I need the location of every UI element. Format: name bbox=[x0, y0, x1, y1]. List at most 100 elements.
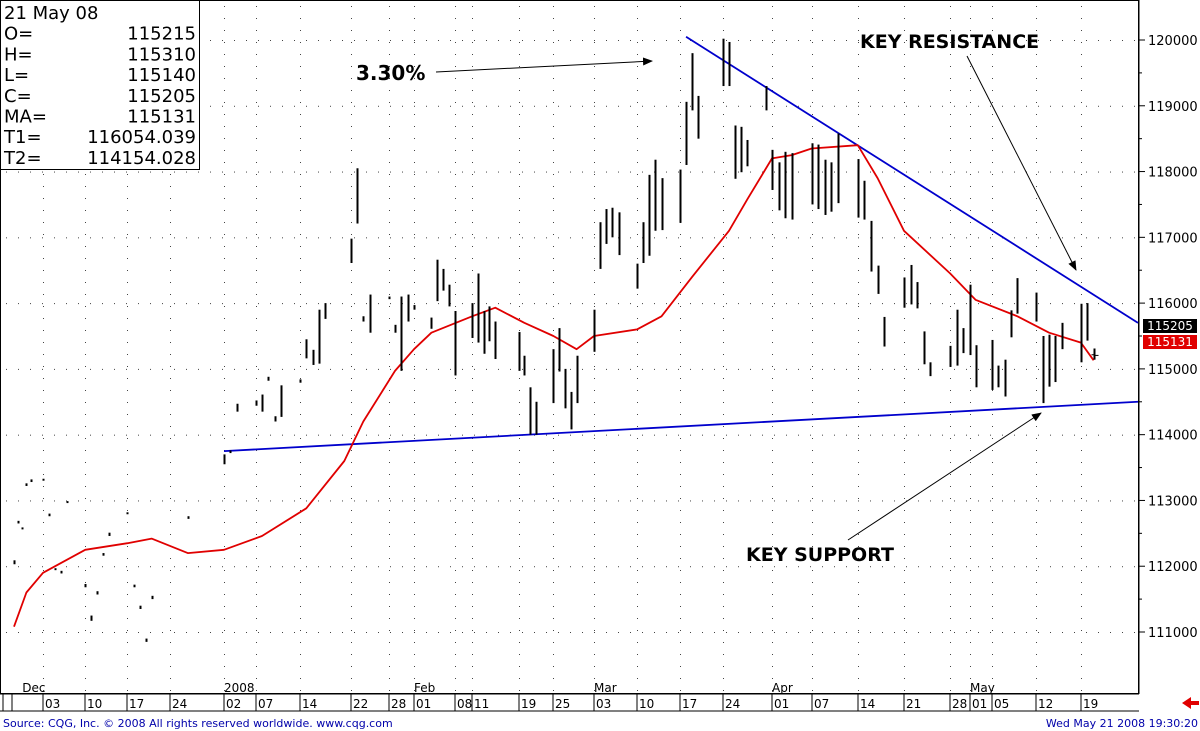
grid-dot-h bbox=[654, 368, 655, 370]
grid-dot-v bbox=[351, 162, 352, 163]
grid-dot-v bbox=[224, 174, 225, 175]
grid-dot-h bbox=[594, 368, 595, 370]
grid-dot-h bbox=[246, 434, 247, 436]
grid-dot-v bbox=[389, 126, 390, 127]
grid-dot-v bbox=[858, 270, 859, 271]
grid-dot-v bbox=[85, 390, 86, 391]
grid-dot-v bbox=[127, 546, 128, 547]
grid-dot-v bbox=[127, 234, 128, 235]
grid-dot-v bbox=[680, 642, 681, 643]
grid-dot-h bbox=[330, 368, 331, 370]
grid-dot-v bbox=[723, 162, 724, 163]
grid-dot-h bbox=[666, 368, 667, 370]
grid-dot-v bbox=[1081, 30, 1082, 31]
grid-dot-h bbox=[366, 171, 367, 173]
grid-dot-v bbox=[85, 306, 86, 307]
grid-dot-v bbox=[950, 570, 951, 571]
key-resistance-label: KEY RESISTANCE bbox=[860, 31, 1039, 53]
grid-dot-v bbox=[594, 54, 595, 55]
grid-dot-v bbox=[680, 90, 681, 91]
grid-dot-v bbox=[85, 450, 86, 451]
grid-dot-v bbox=[950, 198, 951, 199]
grid-dot-h bbox=[834, 303, 835, 305]
grid-dot-v bbox=[1036, 594, 1037, 595]
grid-dot-v bbox=[389, 498, 390, 499]
grid-dot-v bbox=[1081, 246, 1082, 247]
grid-dot-v bbox=[472, 282, 473, 283]
grid-dot-v bbox=[389, 150, 390, 151]
grid-dot-v bbox=[904, 138, 905, 139]
grid-dot-v bbox=[553, 42, 554, 43]
grid-dot-v bbox=[858, 282, 859, 283]
grid-dot-v bbox=[414, 678, 415, 679]
grid-dot-v bbox=[772, 222, 773, 223]
red-left-arrow-icon[interactable] bbox=[1182, 697, 1199, 709]
grid-dot-h bbox=[138, 368, 139, 370]
grid-dot-h bbox=[1134, 40, 1135, 41]
grid-dot-v bbox=[950, 318, 951, 319]
grid-dot-v bbox=[127, 426, 128, 427]
grid-dot-h bbox=[786, 105, 787, 107]
grid-dot-v bbox=[812, 558, 813, 559]
grid-dot-h bbox=[66, 303, 67, 305]
grid-dot-v bbox=[970, 270, 971, 271]
grid-dot-v bbox=[472, 414, 473, 415]
grid-dot-h bbox=[1122, 237, 1123, 239]
grid-dot-v bbox=[519, 210, 520, 211]
grid-dot-h bbox=[1026, 237, 1027, 239]
grid-dot-v bbox=[594, 234, 595, 235]
grid-dot-v bbox=[256, 138, 257, 139]
grid-dot-h bbox=[294, 632, 295, 633]
grid-dot-v bbox=[992, 6, 993, 7]
grid-dot-h bbox=[126, 368, 127, 370]
grid-dot-h bbox=[882, 171, 883, 173]
grid-dot-h bbox=[546, 303, 547, 305]
grid-dot-h bbox=[282, 40, 283, 41]
grid-dot-h bbox=[774, 105, 775, 107]
grid-dot-v bbox=[256, 234, 257, 235]
grid-dot-v bbox=[637, 174, 638, 175]
grid-dot-v bbox=[1081, 462, 1082, 463]
grid-dot-v bbox=[637, 66, 638, 67]
grid-dot-v bbox=[472, 126, 473, 127]
grid-dot-v bbox=[389, 570, 390, 571]
grid-dot-v bbox=[594, 246, 595, 247]
grid-dot-h bbox=[222, 434, 223, 436]
grid-dot-h bbox=[750, 566, 751, 568]
grid-dot-h bbox=[630, 434, 631, 436]
grid-dot-v bbox=[224, 294, 225, 295]
grid-dot-v bbox=[992, 330, 993, 331]
grid-dot-v bbox=[594, 462, 595, 463]
grid-dot-v bbox=[950, 54, 951, 55]
grid-dot-h bbox=[786, 632, 787, 633]
grid-dot-v bbox=[594, 354, 595, 355]
grid-dot-h bbox=[390, 105, 391, 107]
grid-dot-h bbox=[546, 40, 547, 41]
grid-dot-v bbox=[970, 90, 971, 91]
grid-dot-h bbox=[894, 434, 895, 436]
grid-dot-v bbox=[455, 474, 456, 475]
grid-dot-v bbox=[553, 126, 554, 127]
grid-dot-v bbox=[224, 78, 225, 79]
grid-dot-h bbox=[1062, 303, 1063, 305]
grid-dot-v bbox=[858, 522, 859, 523]
grid-dot-v bbox=[594, 510, 595, 511]
scroll-thumb[interactable] bbox=[2, 693, 13, 712]
grid-dot-v bbox=[300, 126, 301, 127]
grid-dot-v bbox=[519, 306, 520, 307]
grid-dot-v bbox=[519, 630, 520, 631]
grid-dot-h bbox=[558, 566, 559, 568]
grid-dot-h bbox=[234, 171, 235, 173]
grid-dot-v bbox=[389, 354, 390, 355]
grid-dot-h bbox=[462, 303, 463, 305]
grid-dot-v bbox=[858, 606, 859, 607]
grid-dot-v bbox=[904, 90, 905, 91]
grid-dot-v bbox=[43, 186, 44, 187]
grid-dot-v bbox=[455, 126, 456, 127]
grid-dot-v bbox=[858, 78, 859, 79]
grid-dot-h bbox=[582, 632, 583, 633]
grid-dot-h bbox=[666, 566, 667, 568]
grid-dot-v bbox=[472, 186, 473, 187]
grid-dot-h bbox=[990, 171, 991, 173]
grid-dot-h bbox=[6, 368, 7, 370]
